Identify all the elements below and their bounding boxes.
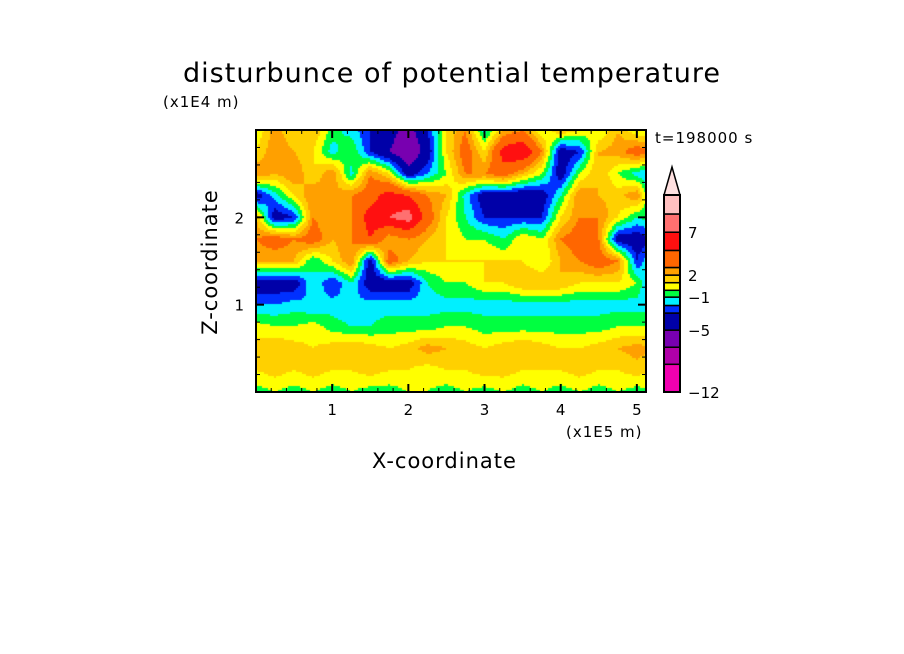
x-tick-label: 4 bbox=[556, 401, 566, 419]
colorbar-label: 2 bbox=[688, 267, 698, 285]
colorbar-box bbox=[663, 266, 681, 276]
colorbar-box bbox=[663, 194, 681, 215]
colorbar-box bbox=[663, 249, 681, 269]
colorbar-label: −5 bbox=[688, 322, 710, 340]
colorbar-label: −1 bbox=[688, 289, 710, 307]
time-annotation: t=198000 s bbox=[655, 129, 754, 147]
colorbar-box bbox=[663, 346, 681, 366]
colorbar-box bbox=[663, 274, 681, 284]
colorbar-label: −12 bbox=[688, 384, 720, 402]
contour-field bbox=[256, 130, 646, 392]
x-tick-label: 1 bbox=[327, 401, 337, 419]
x-axis-unit: (x1E5 m) bbox=[566, 423, 643, 441]
colorbar-box bbox=[663, 329, 681, 348]
colorbar-box bbox=[663, 281, 681, 292]
colorbar-extend-triangle bbox=[663, 164, 681, 196]
colorbar-box bbox=[663, 213, 681, 233]
colorbar-frame bbox=[663, 194, 681, 393]
colorbar-box bbox=[663, 231, 681, 252]
colorbar-box bbox=[663, 289, 681, 298]
colorbar-label: 7 bbox=[688, 224, 698, 242]
x-tick-label: 2 bbox=[404, 401, 414, 419]
y-axis-unit: (x1E4 m) bbox=[163, 93, 240, 111]
plot-frame bbox=[255, 129, 647, 393]
colorbar-box bbox=[663, 304, 681, 314]
chart-title: disturbunce of potential temperature bbox=[183, 58, 721, 89]
colorbar-box bbox=[663, 363, 681, 393]
y-tick-label: 2 bbox=[234, 209, 244, 227]
x-axis-label: X-coordinate bbox=[372, 449, 517, 473]
colorbar-box bbox=[663, 312, 681, 331]
x-tick-label: 5 bbox=[632, 401, 642, 419]
colorbar-box bbox=[663, 296, 681, 307]
y-tick-label: 1 bbox=[234, 297, 244, 315]
x-tick-label: 3 bbox=[480, 401, 490, 419]
